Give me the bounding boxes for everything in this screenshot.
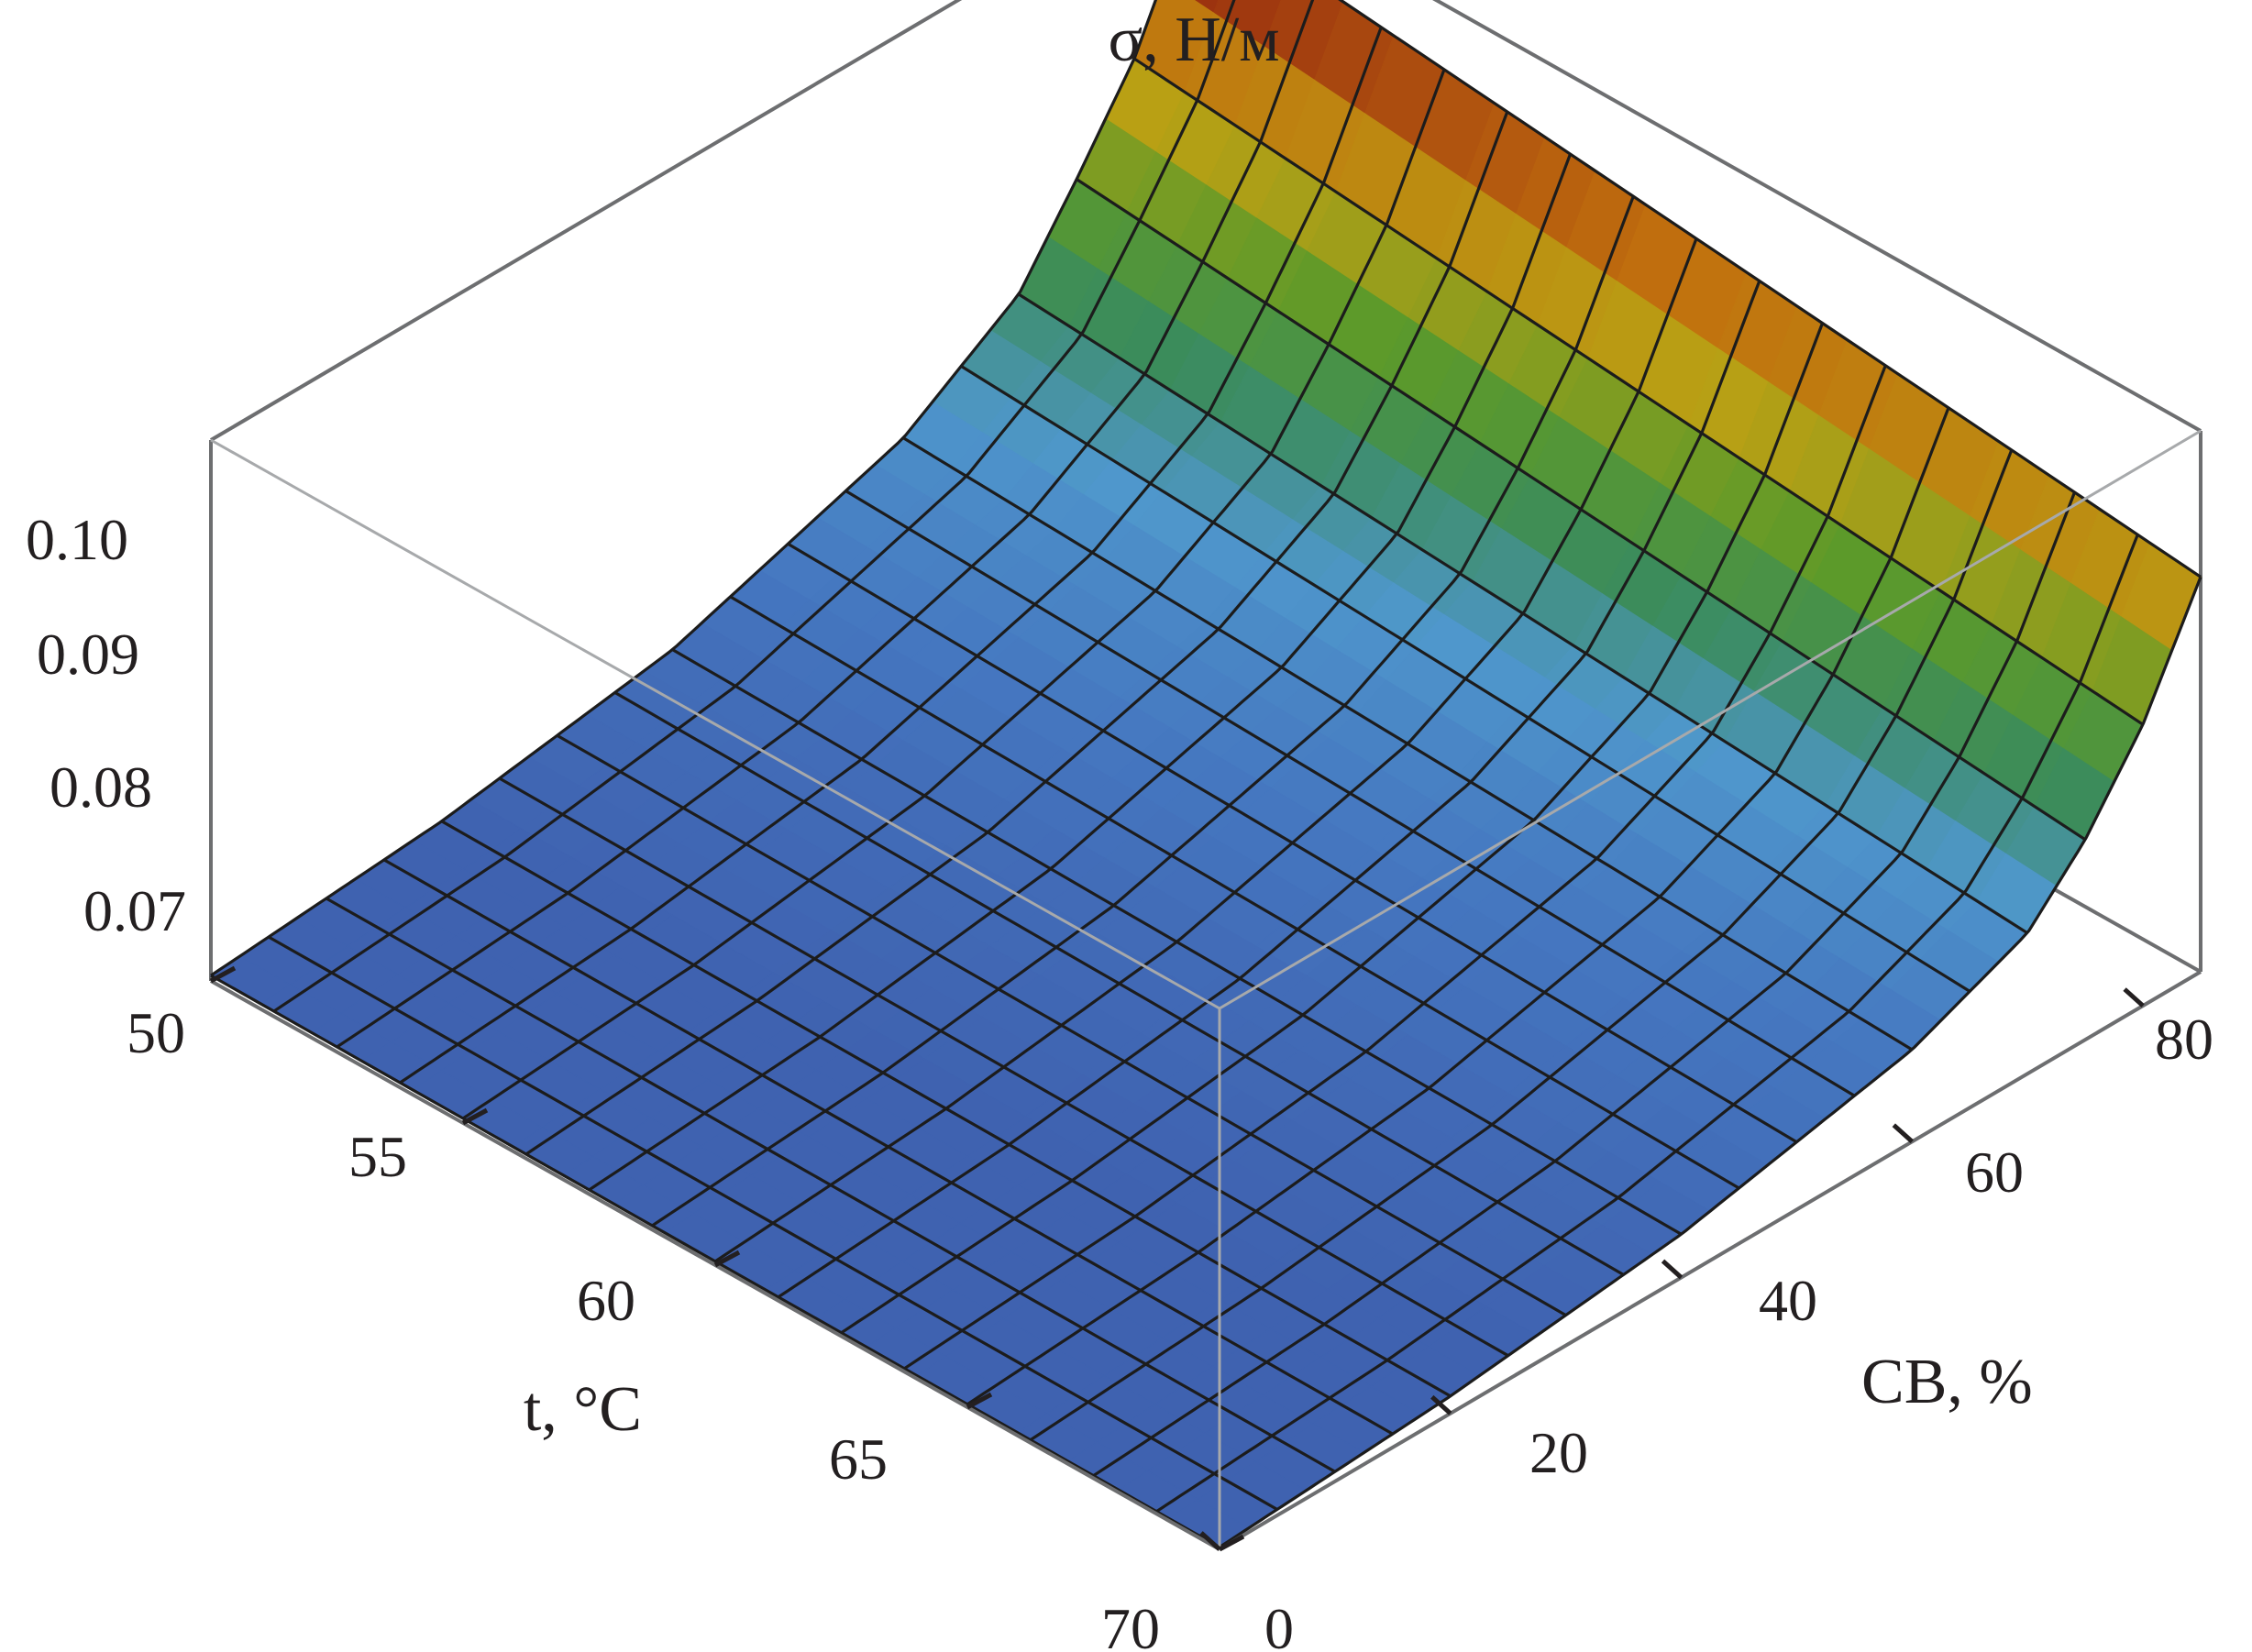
y-tick-label: 20 <box>1529 1420 1588 1485</box>
y-axis-title: СВ, % <box>1861 1347 2033 1417</box>
z-axis-title: σ, Н/м <box>1108 5 1279 75</box>
mesh-line-t <box>714 237 1698 1263</box>
box-edge <box>1432 0 2202 433</box>
mesh-line-t <box>840 322 1824 1335</box>
mesh-line-cb <box>902 436 1914 1052</box>
axis-ticks <box>209 965 2145 1552</box>
x-tick-label: 55 <box>348 1124 407 1189</box>
mesh-line-t <box>651 195 1635 1228</box>
x-tick-label: 65 <box>829 1426 888 1492</box>
surface <box>209 0 2202 1548</box>
mesh-line-t <box>1155 534 2139 1514</box>
mesh-line-t <box>777 280 1761 1299</box>
x-tick-mark <box>713 1250 741 1268</box>
mesh-line-t <box>966 407 1950 1406</box>
mesh-line-cb <box>844 490 1856 1097</box>
mesh-line-cb <box>729 595 1740 1190</box>
mesh-line-t <box>524 111 1509 1156</box>
z-tick-label: 0.07 <box>83 878 186 943</box>
mesh-line-cb <box>960 365 1971 993</box>
y-tick-mark <box>1661 1259 1683 1280</box>
mesh-line-cb <box>210 974 1220 1548</box>
mesh-line-t <box>1219 576 2202 1548</box>
y-tick-label: 80 <box>2155 1007 2213 1072</box>
x-tick-mark <box>209 965 237 984</box>
mesh-line-cb <box>1018 292 2029 935</box>
mesh-line-t <box>903 365 1887 1371</box>
mesh-line-cb <box>556 733 1567 1316</box>
y-tick-label: 40 <box>1759 1268 1817 1333</box>
box-edge <box>210 438 1220 1010</box>
x-tick-mark <box>966 1392 993 1410</box>
mesh-line-t <box>588 153 1572 1192</box>
mesh-line-cb <box>383 858 1394 1436</box>
mesh-line-t <box>210 0 1158 977</box>
mesh-line-t <box>336 0 1315 1049</box>
z-tick-label: 0.09 <box>37 622 139 687</box>
mesh-line-t <box>462 69 1446 1120</box>
mesh-line-t <box>399 27 1383 1085</box>
y-tick-mark <box>1892 1123 1914 1144</box>
mesh-line-cb <box>787 542 1798 1144</box>
y-tick-label: 0 <box>1264 1596 1294 1652</box>
box-edge <box>1219 429 2202 1010</box>
y-tick-mark <box>1199 1531 1221 1551</box>
y-tick-mark <box>1430 1394 1452 1415</box>
x-axis-title: t, °C <box>524 1374 642 1445</box>
mesh-line-t <box>272 0 1236 1013</box>
box-edge <box>1218 970 2202 1551</box>
y-tick-mark <box>2123 987 2145 1008</box>
x-tick-mark <box>461 1107 489 1126</box>
x-tick-label: 50 <box>127 1000 185 1065</box>
mesh-line-cb <box>268 935 1278 1511</box>
mesh-line-t <box>1029 449 2014 1442</box>
x-tick-label: 60 <box>577 1268 635 1333</box>
mesh-line-cb <box>326 897 1336 1473</box>
mesh-line-cb <box>498 776 1509 1358</box>
x-tick-label: 70 <box>1101 1596 1160 1652</box>
y-tick-label: 60 <box>1965 1140 2024 1205</box>
x-tick-mark <box>1218 1534 1245 1552</box>
mesh-line-cb <box>1076 178 2086 842</box>
mesh-line-cb <box>671 648 1683 1236</box>
z-tick-label: 0.08 <box>50 754 152 820</box>
z-tick-label: 0.10 <box>26 507 128 572</box>
mesh-line-cb <box>613 691 1625 1276</box>
mesh-line-cb <box>1338 0 2202 578</box>
mesh-line-t <box>1092 491 2076 1478</box>
box-edge <box>209 0 963 442</box>
mesh-line-cb <box>1133 57 2144 726</box>
mesh-line-cb <box>441 820 1452 1398</box>
